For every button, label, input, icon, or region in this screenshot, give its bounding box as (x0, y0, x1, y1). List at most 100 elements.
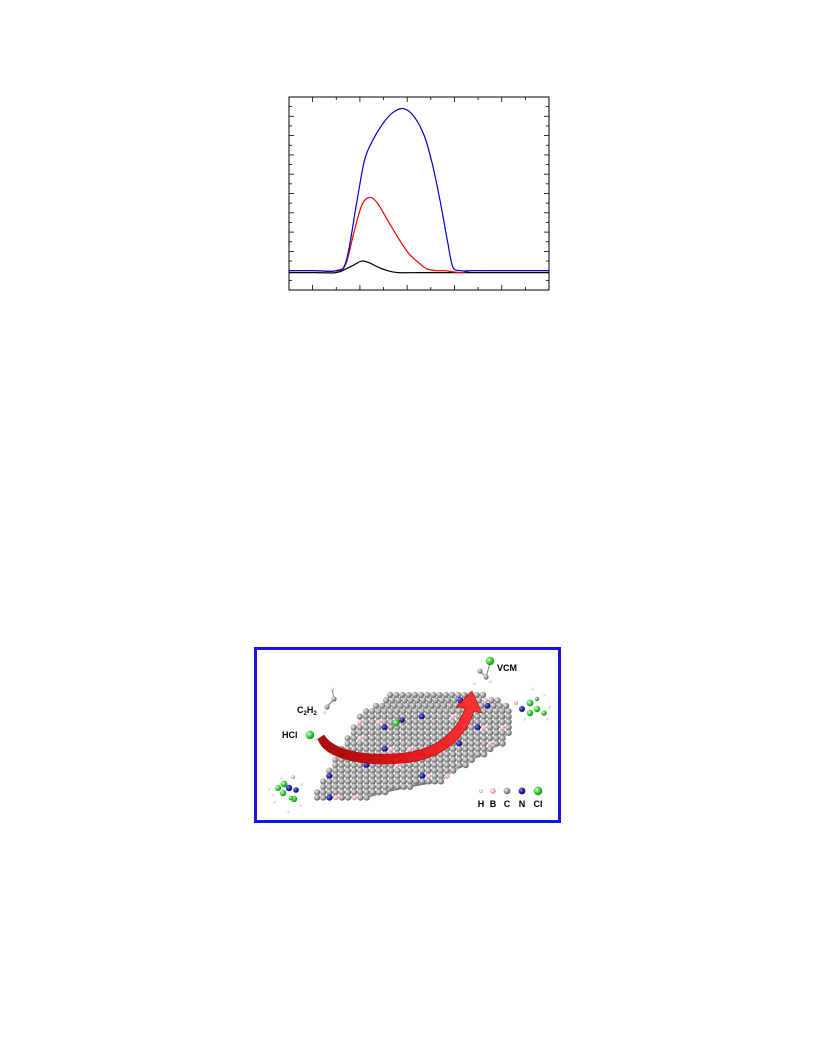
sheet-atom (413, 697, 421, 704)
sheet-atom (450, 756, 457, 763)
sheet-atom (344, 783, 352, 790)
sheet-atom (382, 783, 389, 790)
sheet-atom (437, 713, 444, 720)
sheet-atom (375, 724, 382, 731)
sheet-atom (338, 767, 345, 774)
sheet-atom (388, 746, 394, 752)
sheet-atom (332, 767, 339, 774)
sheet-atom (420, 697, 427, 704)
sheet-atom (375, 783, 383, 790)
sheet-atom (375, 729, 382, 736)
line-chart (288, 96, 550, 291)
sheet-atom (437, 767, 444, 774)
sheet-atom (344, 778, 352, 785)
sheet-atom (431, 762, 438, 769)
vcm-label: VCM (497, 663, 517, 673)
sheet-atom (425, 735, 432, 742)
sheet-atom (486, 708, 494, 715)
sheet-atom (419, 762, 426, 769)
sheet-atom (431, 772, 438, 780)
sheet-atom (369, 740, 376, 747)
sheet-atom (356, 745, 364, 753)
sheet-atom (406, 729, 413, 736)
sheet-atom (326, 794, 333, 801)
sheet-atom (350, 767, 358, 774)
sheet-atom (357, 772, 364, 780)
sheet-atom (505, 713, 512, 720)
sheet-atom (456, 756, 463, 763)
sheet-atom (499, 708, 506, 715)
sheet-atom (437, 708, 444, 715)
sheet-atom (393, 708, 401, 715)
sheet-atom (424, 713, 432, 720)
sheet-atom (419, 778, 426, 785)
sheet-atom (409, 702, 417, 709)
sheet-atom (412, 724, 419, 731)
sheet-atom (451, 697, 458, 704)
sheet-atom (436, 691, 443, 699)
sheet-atom (412, 767, 420, 774)
sheet-atom (496, 702, 503, 709)
sheet-atom (363, 772, 370, 780)
sheet-atom (399, 691, 406, 699)
sheet-atom (462, 745, 469, 753)
sheet-atom (369, 735, 376, 742)
sheet-atom (443, 762, 451, 769)
sheet-atom (487, 735, 494, 742)
sheet-atom (412, 740, 419, 747)
sheet-atom (493, 724, 500, 731)
sheet-atom (400, 745, 407, 753)
sheet-atom (369, 729, 376, 736)
sheet-atom (406, 767, 413, 774)
sheet-atom (320, 783, 327, 790)
sheet-atom (481, 751, 488, 758)
sheet-atom (456, 740, 463, 747)
sheet-atom (357, 783, 364, 790)
sheet-atom (443, 713, 450, 720)
sheet-atom (375, 708, 382, 715)
sheet-atom (493, 740, 500, 747)
sheet-atom (444, 697, 452, 704)
sheet-atom (356, 724, 363, 731)
sheet-atom (443, 756, 451, 763)
sheet-atom (480, 708, 487, 715)
sheet-atom (338, 772, 345, 780)
sheet-atom (375, 772, 383, 780)
legend-c-swatch (503, 787, 511, 795)
sheet-atom (369, 783, 376, 790)
sheet-atom (369, 713, 376, 720)
sheet-atom (350, 745, 357, 753)
sheet-atom (387, 718, 394, 726)
sheet-atom (419, 772, 426, 780)
sheet-atom (375, 789, 383, 796)
sheet-atom (425, 762, 432, 769)
sheet-atom (437, 729, 444, 736)
legend-cl-swatch (533, 786, 543, 796)
sheet-atom (482, 697, 488, 703)
sheet-cl-atom (392, 719, 400, 727)
sheet-atom (382, 778, 389, 785)
sheet-atom (406, 772, 414, 780)
sheet-atom (357, 778, 364, 785)
sheet-atom (388, 778, 395, 785)
sheet-atom (363, 729, 370, 736)
sheet-atom (431, 724, 438, 731)
sheet-atom (394, 778, 401, 785)
sheet-atom (480, 735, 488, 742)
sheet-atom (394, 740, 401, 747)
sheet-atom (387, 729, 395, 736)
sheet-atom (484, 702, 491, 709)
sheet-atom (443, 767, 451, 774)
sheet-atom (381, 745, 388, 753)
sheet-atom (493, 708, 500, 715)
sheet-atom (474, 718, 481, 726)
sheet-atom (494, 697, 501, 704)
series-line-1 (289, 107, 549, 273)
sheet-atom (357, 789, 364, 796)
sheet-atom (412, 713, 419, 720)
sheet-atom (411, 691, 418, 699)
sheet-atom (369, 708, 376, 715)
sheet-atom (430, 691, 437, 699)
sheet-atom (326, 772, 333, 780)
sheet-atom (407, 697, 414, 704)
